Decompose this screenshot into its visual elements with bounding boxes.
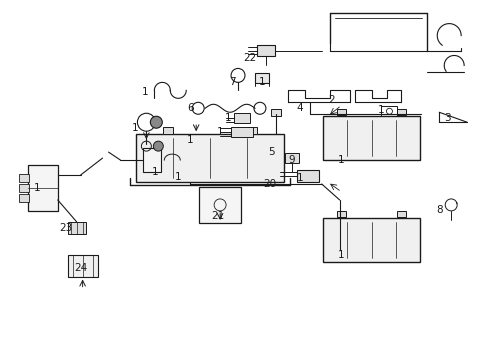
Bar	[246, 127, 256, 134]
Bar	[19, 184, 29, 192]
Circle shape	[153, 141, 163, 151]
Text: 7: 7	[228, 77, 235, 87]
Bar	[143, 148, 161, 172]
Bar	[19, 194, 29, 202]
Text: 2: 2	[327, 95, 334, 105]
Text: 6: 6	[186, 103, 193, 113]
Text: 1: 1	[296, 173, 303, 183]
Text: 1: 1	[186, 135, 193, 145]
Text: 24: 24	[74, 263, 87, 273]
Bar	[163, 127, 173, 134]
Text: 1: 1	[152, 167, 158, 177]
Bar	[270, 109, 280, 116]
Text: 22: 22	[243, 54, 256, 63]
Bar	[396, 211, 405, 217]
Bar	[285, 153, 298, 163]
Text: 1: 1	[142, 87, 148, 97]
Text: 1: 1	[338, 250, 344, 260]
Bar	[396, 109, 405, 115]
Bar	[19, 174, 29, 182]
Bar	[296, 170, 318, 182]
Bar	[336, 211, 346, 217]
Text: 21: 21	[211, 211, 224, 221]
Text: 1: 1	[258, 77, 264, 87]
Text: 1: 1	[175, 172, 181, 182]
Text: 9: 9	[288, 155, 295, 165]
Text: 8: 8	[435, 205, 442, 215]
Text: 1: 1	[377, 105, 384, 115]
Text: 3: 3	[443, 113, 449, 123]
Text: 1: 1	[132, 123, 139, 133]
Text: 5: 5	[268, 147, 275, 157]
Bar	[67, 222, 85, 234]
Circle shape	[150, 116, 162, 128]
Bar	[336, 109, 346, 115]
Bar	[28, 165, 58, 211]
Bar	[136, 134, 283, 182]
Text: 23: 23	[59, 223, 72, 233]
Bar	[230, 127, 252, 137]
Text: 1: 1	[33, 183, 40, 193]
Text: 4: 4	[296, 103, 303, 113]
Text: 1: 1	[224, 113, 231, 123]
Bar	[234, 113, 249, 123]
Text: 1: 1	[338, 155, 344, 165]
Text: 20: 20	[263, 179, 276, 189]
Bar	[256, 45, 274, 57]
Bar	[322, 116, 420, 160]
Bar	[322, 218, 420, 262]
Bar	[199, 187, 241, 223]
Bar	[254, 73, 268, 84]
Bar	[67, 255, 98, 276]
Text: 1: 1	[216, 127, 223, 137]
